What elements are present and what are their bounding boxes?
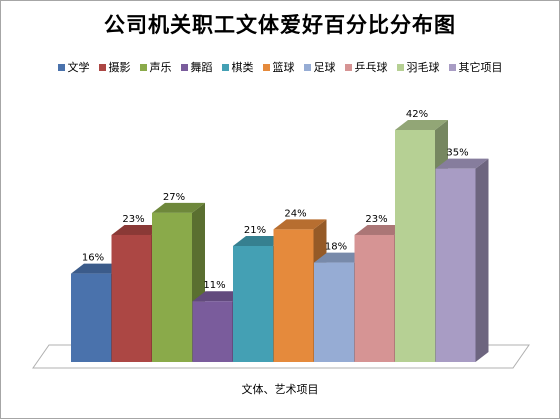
legend-swatch xyxy=(448,63,456,71)
data-label: 27% xyxy=(163,192,185,203)
legend-swatch xyxy=(262,63,270,71)
bar-side xyxy=(475,158,489,362)
legend-swatch xyxy=(139,63,147,71)
legend-swatch xyxy=(396,63,404,71)
bar xyxy=(71,273,111,362)
chart-title: 公司机关职工文体爱好百分比分布图 xyxy=(104,13,456,37)
bar xyxy=(273,229,314,362)
bar-top xyxy=(435,158,489,169)
bar-top xyxy=(71,263,124,274)
bar xyxy=(354,234,395,362)
legend-item: 棋类 xyxy=(221,59,254,75)
legend-item: 其它项目 xyxy=(448,59,503,75)
legend-swatch xyxy=(180,63,188,71)
bar-top xyxy=(152,202,205,213)
legend-item: 羽毛球 xyxy=(396,59,440,75)
data-label: 16% xyxy=(82,253,104,264)
bar xyxy=(111,234,152,362)
legend-item: 声乐 xyxy=(139,59,172,75)
bar-top xyxy=(395,120,448,130)
bar xyxy=(152,212,192,362)
data-label: 23% xyxy=(122,214,144,225)
legend-swatch xyxy=(344,63,352,71)
x-axis-label: 文体、艺术项目 xyxy=(241,383,319,396)
bar xyxy=(395,130,435,362)
bar xyxy=(233,246,273,362)
bar-top xyxy=(192,291,246,302)
legend-label: 篮球 xyxy=(272,61,295,74)
legend-item: 足球 xyxy=(303,59,336,75)
legend-item: 文学 xyxy=(57,59,90,75)
bar-top xyxy=(354,224,408,235)
bar xyxy=(314,262,354,362)
legend-label: 其它项目 xyxy=(458,61,503,74)
legend-label: 舞蹈 xyxy=(190,61,213,74)
data-label: 23% xyxy=(365,214,387,225)
data-label: 21% xyxy=(244,225,266,236)
data-label: 24% xyxy=(284,208,306,219)
legend-label: 足球 xyxy=(313,61,336,74)
legend-swatch xyxy=(303,63,311,71)
legend-label: 摄影 xyxy=(108,61,131,74)
legend-label: 声乐 xyxy=(149,61,172,74)
legend-item: 篮球 xyxy=(262,59,295,75)
bar xyxy=(192,301,233,362)
legend-swatch xyxy=(221,63,229,71)
bar-top xyxy=(111,224,165,235)
legend-item: 摄影 xyxy=(98,59,131,75)
legend-label: 羽毛球 xyxy=(406,61,440,74)
bar-top xyxy=(314,252,367,263)
legend-label: 乒乓球 xyxy=(354,61,388,74)
data-label: 11% xyxy=(203,280,225,291)
data-label: 18% xyxy=(325,242,347,253)
legend-label: 文学 xyxy=(67,61,90,74)
data-label: 42% xyxy=(406,109,428,120)
legend-item: 乒乓球 xyxy=(344,59,388,75)
bar xyxy=(435,168,476,362)
legend-item: 舞蹈 xyxy=(180,59,213,75)
legend-swatch xyxy=(57,63,65,71)
bar-top xyxy=(273,219,327,230)
legend: 文学 摄影 声乐 舞蹈 棋类 篮球 足球 乒乓球 羽毛球 其它项目 xyxy=(1,59,559,75)
legend-swatch xyxy=(98,63,106,71)
bar-top xyxy=(233,236,286,246)
data-label: 35% xyxy=(446,148,468,159)
legend-label: 棋类 xyxy=(231,61,254,74)
